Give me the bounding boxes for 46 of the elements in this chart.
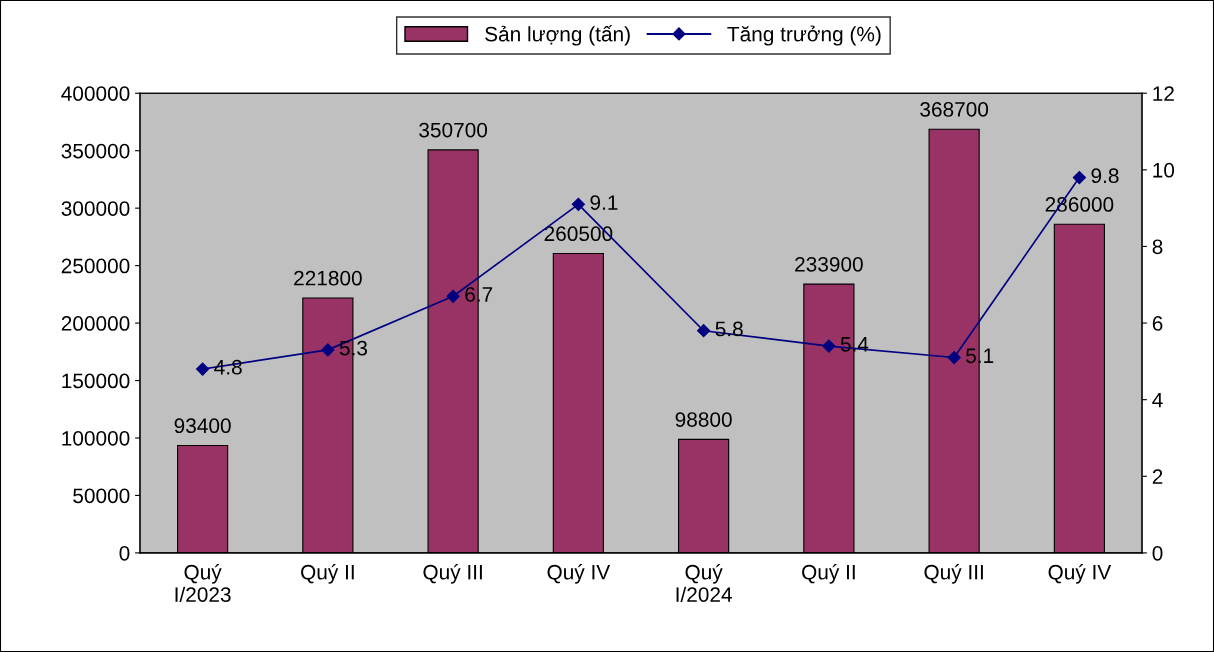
- x-tick-label: Quý I/2024: [676, 564, 732, 602]
- point: [822, 339, 836, 353]
- y-tick-label: 200000: [61, 316, 130, 331]
- point: [571, 197, 585, 211]
- data-label: 5.4: [840, 337, 869, 352]
- y2-tick-label: 8: [1152, 239, 1163, 255]
- x-tick-label: Quý II: [802, 564, 855, 584]
- y-tick-label: 100000: [62, 430, 130, 446]
- point: [1072, 170, 1086, 185]
- data-label: 6.7: [465, 287, 493, 302]
- x-tick-label: Quý IV: [1048, 564, 1112, 584]
- y-tick-label: 400000: [61, 86, 130, 101]
- x-tick-label: Quý IV: [547, 564, 611, 584]
- y2-tick-label: 0: [1152, 545, 1163, 561]
- legend-label: Sản lượng (tấn): [485, 25, 630, 46]
- point: [947, 350, 961, 365]
- data-label: 5.3: [339, 340, 368, 356]
- x-tick-label: Quý II: [301, 564, 354, 584]
- data-label: 368700: [920, 102, 989, 117]
- y-tick-label: 300000: [61, 201, 130, 216]
- data-label: 5.8: [715, 321, 743, 337]
- legend-label: Tăng trưởng (%): [727, 25, 881, 46]
- x-tick-label: Quý I/2023: [175, 564, 231, 602]
- y2-tick-label: 4: [1152, 392, 1163, 408]
- data-label: 233900: [795, 256, 863, 272]
- data-label: 93400: [174, 418, 231, 434]
- y-tick-label: 150000: [62, 373, 130, 389]
- point: [196, 362, 210, 376]
- data-label: 9.8: [1091, 168, 1119, 184]
- y2-tick-label: 10: [1153, 162, 1175, 178]
- y-tick-label: 50000: [73, 488, 130, 504]
- x-tick-label: Quý III: [924, 564, 983, 584]
- data-label: 98800: [675, 412, 732, 427]
- y2-tick-label: 2: [1152, 469, 1163, 484]
- point: [446, 289, 460, 303]
- y-tick-label: 350000: [61, 143, 130, 159]
- y-tick-label: 0: [119, 545, 130, 561]
- x-tick-label: Quý III: [423, 564, 482, 584]
- y2-tick-label: 6: [1152, 316, 1163, 331]
- point: [321, 343, 335, 357]
- y2-tick-label: 12: [1153, 86, 1174, 101]
- data-label: 221800: [294, 270, 362, 286]
- data-label: 350700: [419, 122, 488, 138]
- y-tick-label: 250000: [61, 258, 130, 274]
- data-label: 9.1: [590, 195, 618, 210]
- point: [697, 324, 711, 338]
